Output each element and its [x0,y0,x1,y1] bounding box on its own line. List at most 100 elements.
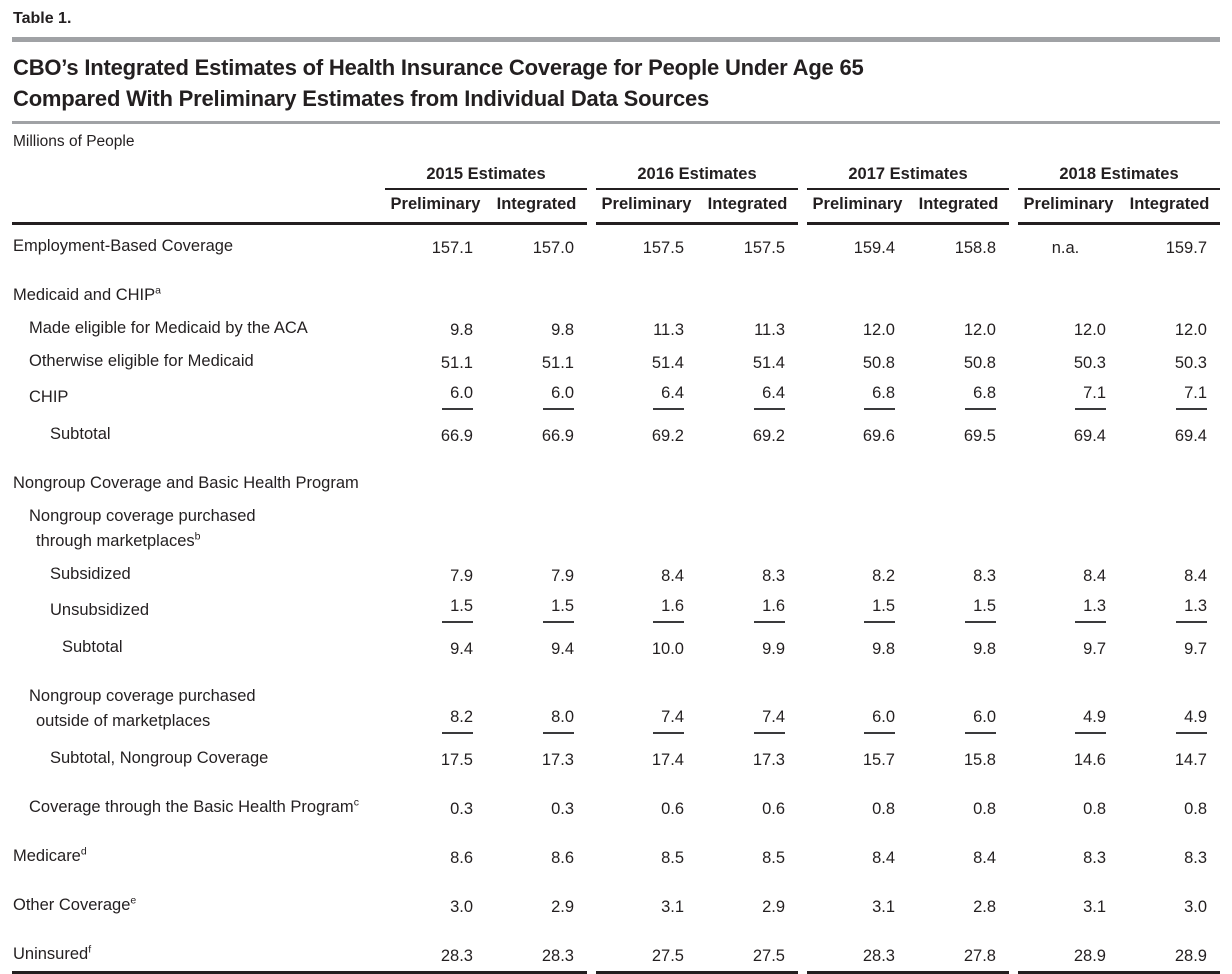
cell-value: 157.0 [532,239,574,257]
value-cell [1018,279,1119,312]
value-cell: 1.5 [486,591,587,627]
value-cell [1018,500,1119,558]
cell-value: 8.4 [661,567,684,585]
value-cell: 9.8 [486,312,587,345]
cell-value: n.a. [1051,239,1080,257]
group-gap [798,680,807,738]
cell-value: 15.7 [862,751,895,769]
row-label-cell: CHIP [12,378,385,414]
year-header: 2015 Estimates [385,153,587,190]
value-cell: 9.7 [1018,627,1119,664]
value-cell: 3.1 [1018,889,1119,922]
cell-value: 158.8 [954,239,996,257]
sub-header: Integrated [908,189,1009,225]
group-gap [798,938,807,973]
group-gap [587,345,596,378]
table-row: Nongroup coverage purchased outside of ma… [12,680,1220,738]
value-cell: 8.5 [697,840,798,873]
group-gap [587,680,596,738]
cell-value: 9.8 [551,321,574,339]
spacer-cell [12,775,1220,791]
group-gap [587,791,596,824]
cell-value: 69.2 [752,427,785,445]
row-label-cell: Nongroup coverage purchased through marke… [12,500,385,558]
group-gap [798,345,807,378]
value-cell: 9.7 [1119,627,1220,664]
cell-value: 6.0 [543,382,574,410]
value-cell: 0.8 [908,791,1009,824]
value-cell: 157.5 [596,224,697,264]
value-cell: 50.3 [1018,345,1119,378]
value-cell: 6.0 [385,378,486,414]
value-cell [385,500,486,558]
value-cell: 1.3 [1018,591,1119,627]
value-cell: 1.6 [697,591,798,627]
value-cell [486,467,587,500]
cell-value: 27.5 [752,947,785,965]
group-gap [1009,938,1018,973]
value-cell: 157.5 [697,224,798,264]
value-cell: 17.4 [596,738,697,775]
value-cell: 0.3 [486,791,587,824]
row-label: Medicared [13,845,87,865]
value-cell: 6.0 [807,680,908,738]
value-cell: 7.9 [486,558,587,591]
value-cell: 7.1 [1119,378,1220,414]
value-cell: 69.2 [697,414,798,451]
cell-value: 159.4 [853,239,895,257]
cell-value: 28.3 [541,947,574,965]
cell-value: 51.1 [541,354,574,372]
cell-value: 51.4 [651,354,684,372]
group-gap [1009,680,1018,738]
value-cell: 1.3 [1119,591,1220,627]
value-cell: 8.3 [908,558,1009,591]
cell-value: 6.8 [965,382,996,410]
cell-value: 157.5 [642,239,684,257]
group-gap [798,279,807,312]
cell-value: 28.9 [1073,947,1106,965]
cell-value: 50.8 [963,354,996,372]
value-cell [385,467,486,500]
value-cell: 6.0 [486,378,587,414]
value-cell: 0.8 [1018,791,1119,824]
group-gap [798,591,807,627]
value-cell: 0.8 [807,791,908,824]
cell-value: 17.3 [752,751,785,769]
sub-header: Preliminary [385,189,486,225]
value-cell: 6.8 [807,378,908,414]
value-cell: 28.3 [486,938,587,974]
table-row: Uninsuredf 28.3 28.3 27.5 27.5 28.3 27.8 28.9 28… [12,938,1220,974]
group-gap [798,738,807,775]
row-label-cell: Nongroup Coverage and Basic Health Progr… [12,467,385,500]
table-row: Nongroup Coverage and Basic Health Progr… [12,467,1220,500]
cell-value: 0.6 [661,800,684,818]
cell-value: 50.8 [862,354,895,372]
cell-value: 69.2 [651,427,684,445]
cell-value: 11.3 [653,321,684,339]
cell-value: 3.0 [450,898,473,916]
value-cell: 4.9 [1018,680,1119,738]
spacer-cell [12,451,1220,467]
value-cell: 27.5 [697,938,798,974]
cell-value: 1.5 [965,595,996,623]
value-cell: 66.9 [486,414,587,451]
row-label-line2: outside of marketplaces [36,712,211,730]
cell-value: 9.7 [1184,640,1207,658]
value-cell: 11.3 [596,312,697,345]
cell-value: 4.9 [1176,706,1207,734]
cell-value: 2.8 [973,898,996,916]
cell-value: 17.5 [440,751,473,769]
group-gap [1009,312,1018,345]
sub-header: Preliminary [1018,189,1119,225]
value-cell: 51.1 [385,345,486,378]
value-cell [908,500,1009,558]
value-cell: 8.2 [385,680,486,738]
group-gap [1009,558,1018,591]
cell-value: 1.6 [754,595,785,623]
spacer-row [12,664,1220,680]
year-header-row: 2015 Estimates 2016 Estimates 2017 Estimat… [12,153,1220,190]
value-cell: 158.8 [908,224,1009,264]
group-gap [587,279,596,312]
value-cell [807,279,908,312]
